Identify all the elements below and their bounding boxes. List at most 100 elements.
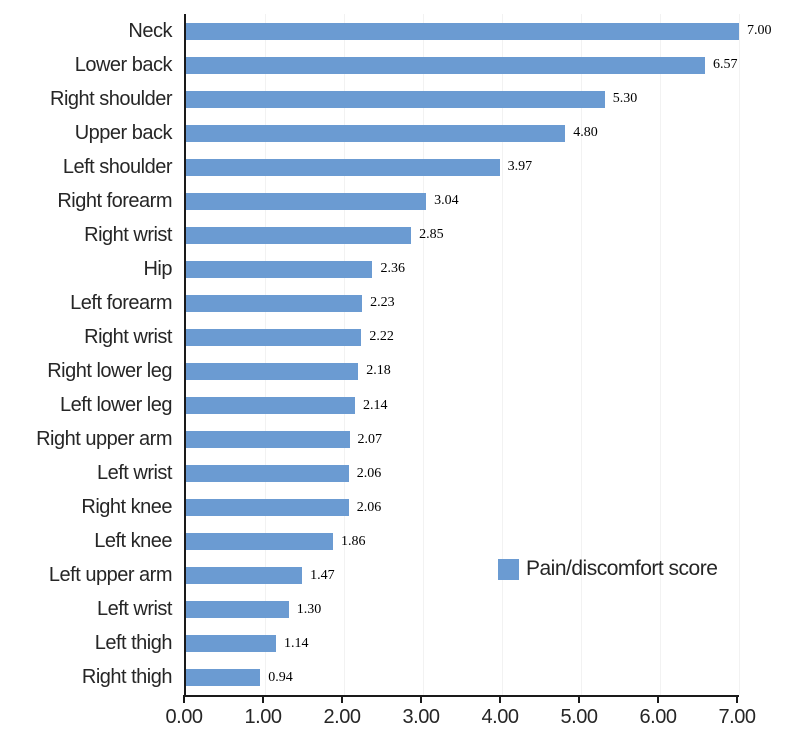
x-tick-label: 3.00: [402, 706, 440, 728]
bar-row: 2.14: [186, 389, 739, 423]
x-axis: 0.00 1.00 2.00 3.00 4.00 5.00 6.00 7.00: [166, 695, 756, 735]
category-label: Right knee: [81, 496, 172, 519]
category-label: Neck: [128, 19, 172, 42]
x-tick-mark: [341, 695, 343, 703]
bar: [186, 601, 289, 619]
x-tick-mark: [499, 695, 501, 703]
bar-value-label: 3.97: [507, 159, 533, 175]
bars-container: 7.00 6.57 5.30 4.80 3.97 3.04 2.85 2.36 2.23 2.22…: [186, 14, 772, 695]
bar: [186, 669, 261, 687]
category-label: Left wrist: [96, 598, 173, 621]
x-tick-label: 4.00: [481, 706, 519, 728]
category-label: Right lower leg: [47, 359, 172, 382]
bar-row: 1.30: [186, 593, 739, 627]
gridline: [344, 14, 345, 695]
bar-row: 1.86: [186, 525, 739, 559]
x-tick-label: 5.00: [560, 706, 598, 728]
bar: [186, 22, 739, 40]
gridline: [581, 14, 582, 695]
x-tick-label: 1.00: [244, 706, 282, 728]
category-label: Right thigh: [81, 666, 173, 689]
bar-row: 2.06: [186, 457, 739, 491]
bar-value-label: 6.57: [713, 57, 738, 73]
bar: [186, 362, 359, 380]
bar-value-label: 2.23: [370, 295, 395, 311]
gridline: [423, 14, 424, 695]
bar-row: 1.47: [186, 559, 739, 593]
bar-value-label: 7.00: [747, 23, 772, 39]
x-tick-mark: [578, 695, 580, 703]
category-axis-labels: Neck Lower back Right shoulder Upper back Le…: [0, 14, 172, 695]
legend-color-swatch-icon: [498, 558, 519, 580]
bar: [186, 90, 605, 108]
category-label: Right shoulder: [50, 87, 172, 110]
bar-value-label: 1.30: [296, 601, 322, 617]
bar-row: 2.18: [186, 354, 739, 388]
bar-row: 2.06: [186, 491, 739, 525]
legend: Pain/discomfort score: [498, 557, 718, 581]
gridline: [739, 14, 740, 695]
bar-value-label: 2.22: [369, 329, 394, 345]
bar-row: 3.97: [186, 150, 739, 184]
bar: [186, 226, 412, 244]
bar-row: 4.80: [186, 116, 739, 150]
category-label: Hip: [143, 257, 172, 280]
bar-row: 2.36: [186, 252, 739, 286]
bar-value-label: 1.47: [310, 567, 335, 583]
bar-row: 6.57: [186, 48, 739, 82]
legend-label: Pain/discomfort score: [526, 557, 718, 580]
bar-value-label: 2.85: [419, 227, 444, 243]
bar-row: 2.23: [186, 286, 739, 320]
category-label: Right forearm: [57, 189, 172, 212]
bar: [186, 635, 277, 653]
category-label: Lower back: [74, 53, 173, 76]
bar: [186, 465, 349, 483]
category-label: Upper back: [74, 121, 173, 144]
bar: [186, 499, 349, 517]
bar-row: 3.04: [186, 184, 739, 218]
category-label: Left thigh: [94, 632, 173, 655]
bar-value-label: 0.94: [268, 669, 293, 685]
category-label: Right wrist: [84, 223, 172, 246]
gridline: [660, 14, 661, 695]
category-label: Right wrist: [84, 325, 172, 348]
bar-value-label: 2.18: [366, 363, 391, 379]
bar-value-label: 2.07: [357, 431, 383, 447]
category-label: Left shoulder: [62, 155, 173, 178]
bar-row: 7.00: [186, 14, 772, 48]
bar: [186, 397, 356, 415]
bar-value-label: 3.04: [434, 193, 459, 209]
gridline: [265, 14, 266, 695]
category-label: Left forearm: [70, 291, 172, 314]
bar-row: 2.07: [186, 423, 739, 457]
bar: [186, 431, 350, 449]
plot-area: 7.00 6.57 5.30 4.80 3.97 3.04 2.85 2.36 2.23 2.22…: [184, 14, 772, 697]
bar-value-label: 5.30: [612, 91, 638, 107]
x-tick-label: 6.00: [639, 706, 677, 728]
category-label: Left knee: [94, 530, 172, 553]
bar-value-label: 2.14: [363, 397, 388, 413]
x-tick-label: 2.00: [323, 706, 361, 728]
x-tick-mark: [657, 695, 659, 703]
bar-value-label: 1.86: [340, 533, 366, 549]
bar: [186, 124, 566, 142]
bar-value-label: 2.06: [356, 499, 382, 515]
bar-value-label: 2.36: [380, 261, 405, 277]
bar-row: 2.85: [186, 218, 739, 252]
x-tick-mark: [183, 695, 185, 703]
x-tick-mark: [420, 695, 422, 703]
bar-value-label: 1.14: [284, 635, 309, 651]
bar: [186, 328, 362, 346]
bar: [186, 294, 363, 312]
bar: [186, 158, 500, 176]
category-label: Left wrist: [96, 462, 173, 485]
bar: [186, 533, 333, 551]
category-label: Left lower leg: [60, 394, 172, 417]
bar: [186, 192, 427, 210]
bar: [186, 56, 706, 74]
bar-value-label: 4.80: [573, 125, 598, 141]
category-label: Left upper arm: [48, 564, 173, 587]
bar: [186, 260, 373, 278]
gridline: [502, 14, 503, 695]
